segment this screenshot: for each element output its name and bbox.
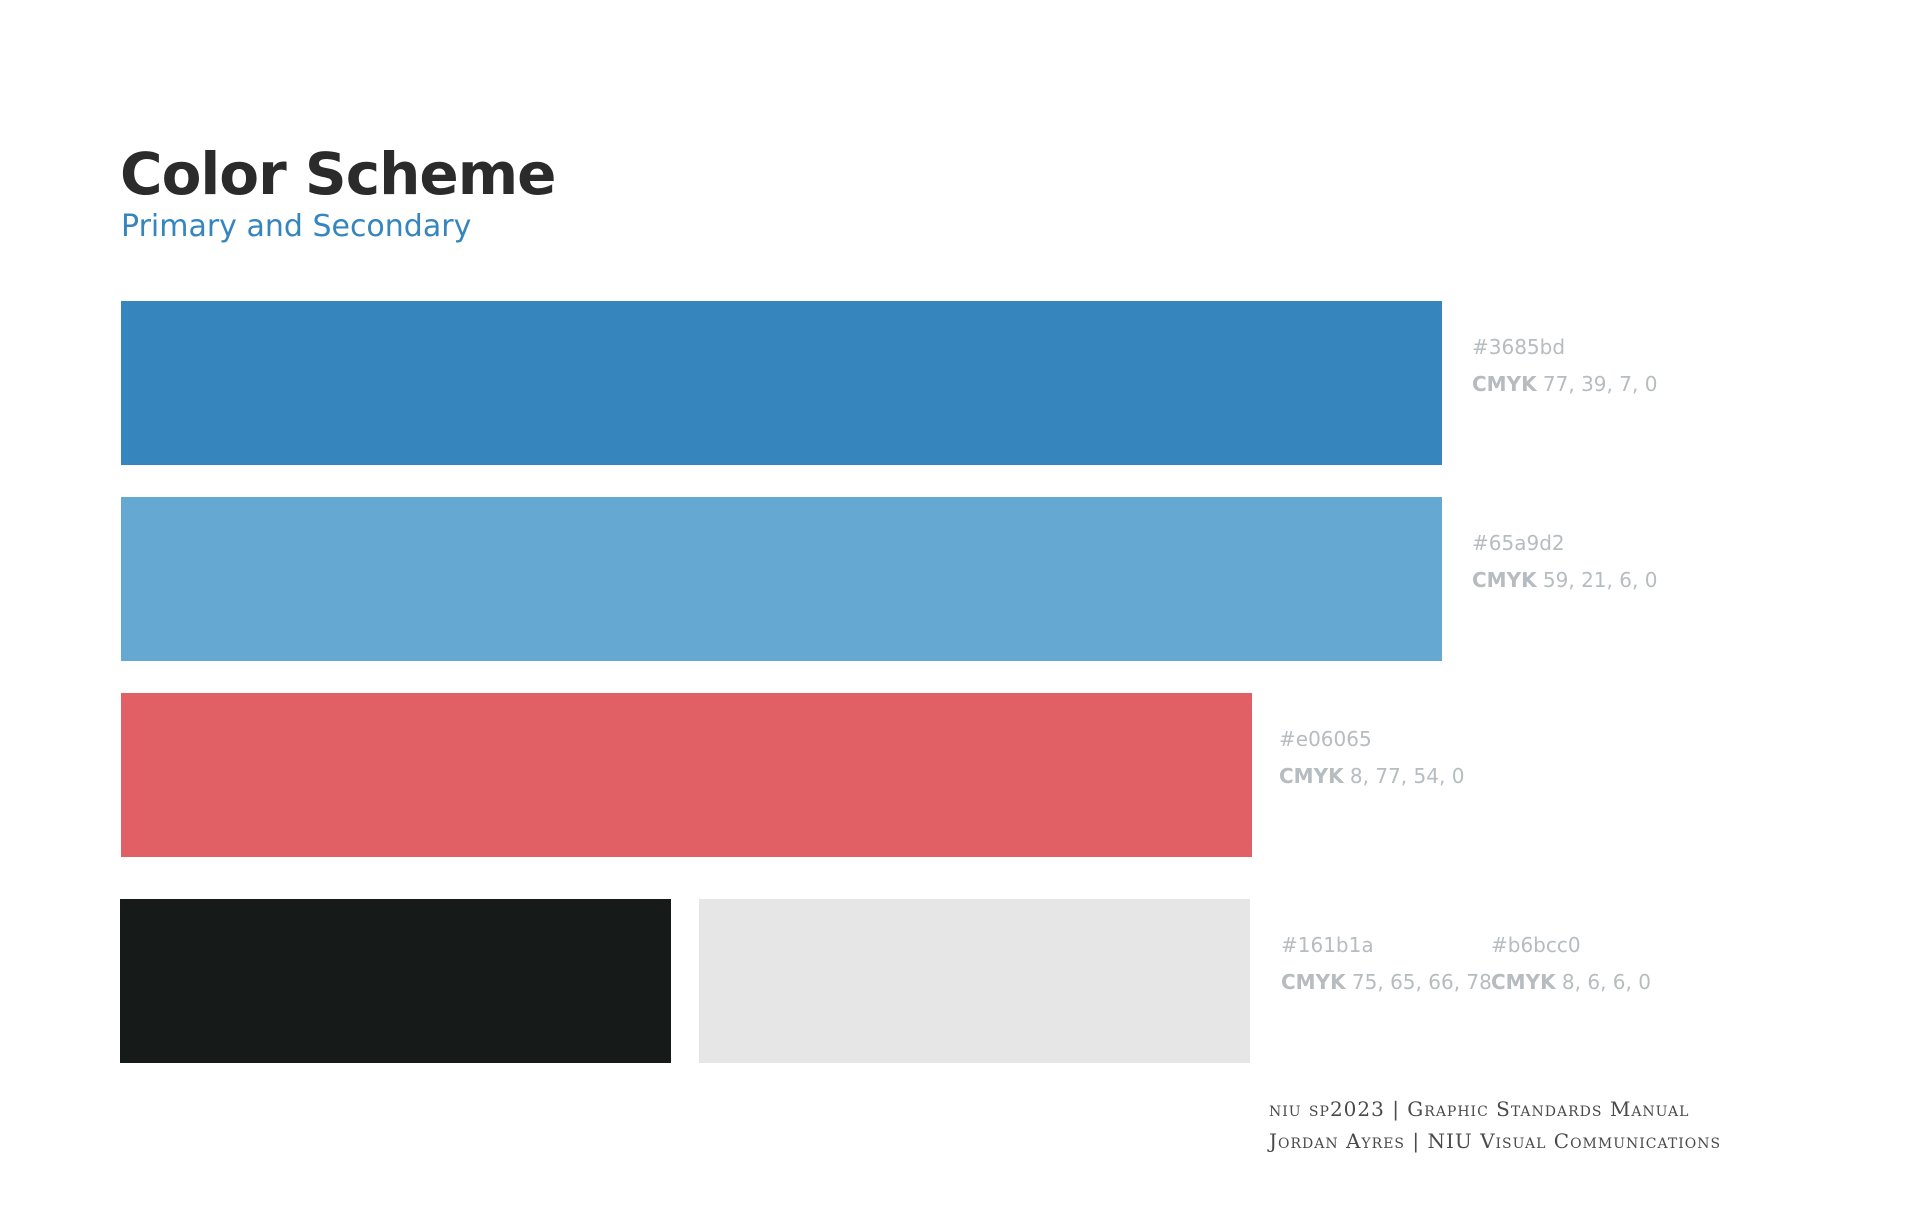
page-title: Color Scheme xyxy=(120,140,556,208)
swatch-black-hex: #161b1a xyxy=(1281,933,1374,957)
swatch-light-blue-cmyk: CMYK 59, 21, 6, 0 xyxy=(1472,568,1658,592)
swatch-red-hex: #e06065 xyxy=(1279,727,1372,751)
swatch-red-label: #e06065 CMYK 8, 77, 54, 0 xyxy=(1279,729,1464,786)
swatch-blue-cmyk: CMYK 77, 39, 7, 0 xyxy=(1472,372,1658,396)
swatch-blue-hex: #3685bd xyxy=(1472,335,1566,359)
swatch-black xyxy=(120,899,671,1063)
footer: niu sp2023 | Graphic Standards Manual Jo… xyxy=(1269,1093,1721,1157)
swatch-red xyxy=(121,693,1252,857)
swatch-blue xyxy=(121,301,1442,465)
footer-line-1: niu sp2023 | Graphic Standards Manual xyxy=(1269,1097,1690,1121)
page-subtitle: Primary and Secondary xyxy=(121,209,472,244)
swatch-red-cmyk: CMYK 8, 77, 54, 0 xyxy=(1279,764,1465,788)
swatch-light-blue xyxy=(121,497,1442,661)
swatch-blue-label: #3685bd CMYK 77, 39, 7, 0 xyxy=(1472,337,1657,394)
swatch-light-blue-hex: #65a9d2 xyxy=(1472,531,1565,555)
footer-line-2: Jordan Ayres | NIU Visual Communications xyxy=(1269,1129,1722,1153)
swatch-grey-hex: #b6bcc0 xyxy=(1491,933,1581,957)
swatch-grey xyxy=(699,899,1250,1063)
swatch-grey-cmyk: CMYK 8, 6, 6, 0 xyxy=(1491,970,1651,994)
swatch-black-cmyk: CMYK 75, 65, 66, 78 xyxy=(1281,970,1492,994)
swatch-grey-label: #b6bcc0 CMYK 8, 6, 6, 0 xyxy=(1491,935,1651,992)
swatch-black-label: #161b1a CMYK 75, 65, 66, 78 xyxy=(1281,935,1492,992)
swatch-light-blue-label: #65a9d2 CMYK 59, 21, 6, 0 xyxy=(1472,533,1657,590)
